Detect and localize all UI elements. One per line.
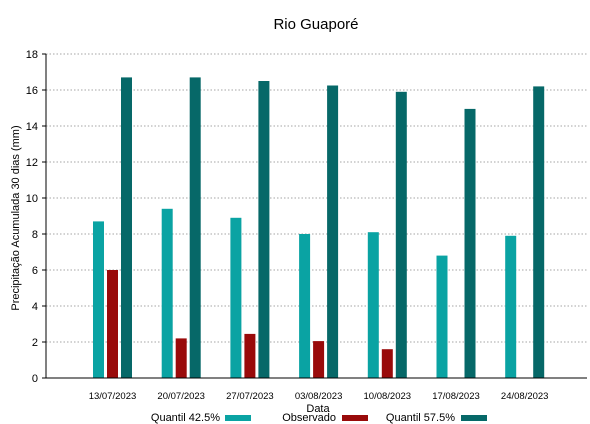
y-tick-label: 0 xyxy=(32,373,38,385)
bar xyxy=(244,333,256,378)
bar xyxy=(327,85,339,378)
y-tick-label: 10 xyxy=(26,193,38,205)
bar xyxy=(230,217,242,378)
legend-label: Quantil 57.5% xyxy=(386,412,455,424)
bar xyxy=(381,349,393,378)
x-tick-label: 17/08/2023 xyxy=(432,391,480,402)
bar xyxy=(175,338,187,378)
x-axis-label: Data xyxy=(306,403,330,415)
x-tick-label: 03/08/2023 xyxy=(295,391,343,402)
bar xyxy=(93,221,104,378)
bar xyxy=(533,86,545,379)
bar xyxy=(464,108,476,379)
bar xyxy=(395,91,407,379)
x-tick-label: 10/08/2023 xyxy=(364,391,412,402)
bar xyxy=(189,77,201,379)
y-tick-label: 4 xyxy=(32,301,38,313)
y-tick-label: 12 xyxy=(26,157,38,169)
bar xyxy=(258,81,270,378)
legend-label: Quantil 42.5% xyxy=(151,412,220,424)
y-tick-label: 6 xyxy=(32,265,38,277)
x-tick-label: 24/08/2023 xyxy=(501,391,549,402)
legend: Quantil 42.5% Observado Quantil 57.5% xyxy=(151,412,487,424)
bar xyxy=(161,208,173,378)
y-axis-label: Precipitação Acumulada 30 dias (mm) xyxy=(10,125,22,310)
bar xyxy=(313,341,325,378)
y-ticks: 0 2 4 6 8 10 12 14 16 18 xyxy=(26,49,46,385)
x-ticks: 13/07/2023 20/07/2023 27/07/2023 03/08/2023… xyxy=(89,391,549,402)
bar xyxy=(121,77,132,379)
chart-title: Rio Guaporé xyxy=(273,16,358,33)
bars xyxy=(93,77,545,379)
y-tick-label: 8 xyxy=(32,229,38,241)
legend-label: Observado xyxy=(282,412,336,424)
axes xyxy=(45,54,587,379)
bar xyxy=(107,270,118,378)
bar xyxy=(436,255,448,378)
y-tick-label: 2 xyxy=(32,337,38,349)
x-tick-label: 20/07/2023 xyxy=(157,391,205,402)
x-tick-label: 27/07/2023 xyxy=(226,391,274,402)
y-tick-label: 18 xyxy=(26,49,38,61)
bar xyxy=(505,235,517,378)
legend-swatch xyxy=(225,415,251,421)
x-tick-label: 13/07/2023 xyxy=(89,391,137,402)
y-tick-label: 14 xyxy=(26,121,38,133)
bar xyxy=(367,232,379,378)
legend-swatch xyxy=(461,415,487,421)
legend-swatch xyxy=(342,415,368,421)
y-tick-label: 16 xyxy=(26,85,38,97)
bar xyxy=(299,234,311,378)
